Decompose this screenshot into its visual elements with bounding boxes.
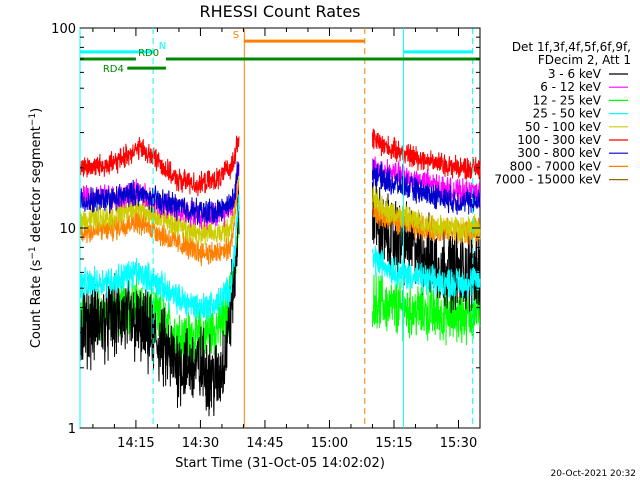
legend-header-line-2: FDecim 2, Att 1: [538, 53, 631, 67]
y-tick-label: 1: [68, 422, 76, 437]
legend-header-line-1: Det 1f,3f,4f,5f,6f,9f,: [512, 40, 631, 54]
y-tick-label: 100: [51, 22, 76, 37]
series-line-300-800kev-post: [372, 159, 481, 215]
legend-label: 300 - 800 keV: [517, 146, 601, 160]
legend-label: 100 - 300 keV: [517, 133, 601, 147]
annotation-label-rd0: RD0: [138, 48, 159, 59]
series-line-50-100kev-post: [372, 186, 481, 242]
legend-label: 800 - 7000 keV: [510, 159, 602, 173]
series-line-100-300kev-post: [372, 128, 481, 181]
legend-label: 3 - 6 keV: [548, 67, 602, 81]
annotation-layer: N S RD0 RD4: [79, 28, 480, 428]
legend-label: 12 - 25 keV: [533, 93, 602, 107]
y-tick-label: 10: [59, 222, 76, 237]
series-line-300-800kev-pre: [79, 161, 240, 225]
legend-label: 7000 - 15000 keV: [494, 173, 601, 187]
series-line-3-6kev-pre: [79, 176, 240, 417]
x-axis-label: Start Time (31-Oct-05 14:02:02): [175, 456, 385, 471]
annotation-label-n: N: [159, 41, 166, 52]
series-line-100-300kev-pre: [79, 135, 240, 197]
x-tick-label: 15:15: [375, 436, 412, 451]
legend-label: 50 - 100 keV: [525, 120, 602, 134]
chart-title: RHESSI Count Rates: [200, 2, 361, 21]
y-axis: 1 10 100: [51, 22, 480, 437]
y-axis-label: Count Rate (s−1 detector segment−1): [28, 108, 44, 348]
series-line-800-7000kev-pre: [79, 163, 240, 267]
x-tick-label: 14:45: [246, 436, 283, 451]
x-tick-label: 14:15: [117, 436, 154, 451]
series-line-25-50kev-post: [372, 245, 481, 300]
timestamp: 20-Oct-2021 20:32: [551, 469, 636, 479]
legend-label: 25 - 50 keV: [533, 107, 602, 121]
x-tick-label: 14:30: [182, 436, 219, 451]
series-layer: [79, 128, 481, 417]
x-tick-label: 15:00: [311, 436, 348, 451]
annotation-label-rd4: RD4: [103, 64, 124, 75]
legend: Det 1f,3f,4f,5f,6f,9f, FDecim 2, Att 1 3…: [494, 40, 631, 187]
x-axis: 14:15 14:30 14:45 15:00 15:15 15:30: [92, 28, 477, 451]
legend-label: 6 - 12 keV: [540, 80, 602, 94]
series-line-25-50kev-pre: [79, 194, 240, 322]
annotation-label-s: S: [233, 30, 239, 41]
series-line-12-25kev-post: [372, 272, 481, 346]
x-tick-label: 15:30: [440, 436, 477, 451]
